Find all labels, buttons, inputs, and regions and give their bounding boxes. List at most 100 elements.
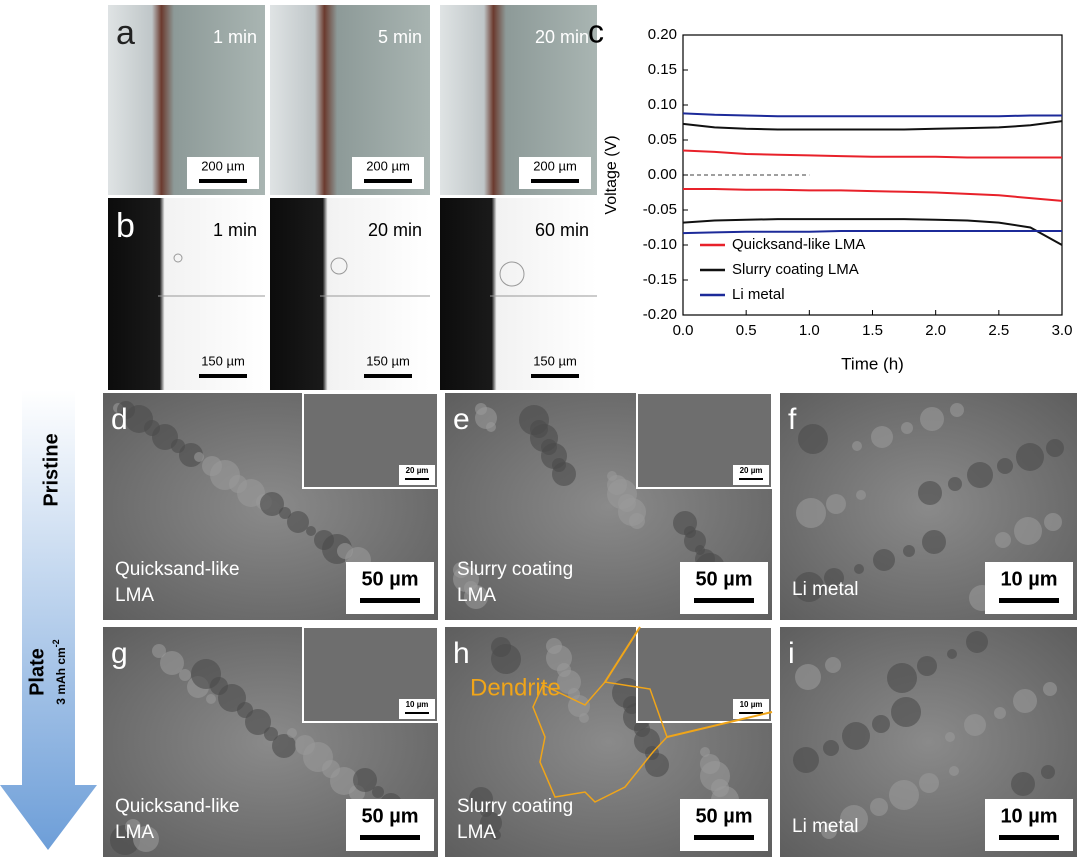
grain (842, 722, 870, 750)
grain (117, 401, 135, 419)
grain (272, 734, 296, 758)
scale-bar (199, 179, 247, 183)
scale-bar (999, 835, 1059, 840)
scale-label: 50 µm (695, 568, 752, 590)
grain (856, 490, 866, 500)
grain (546, 638, 562, 654)
grain (287, 511, 309, 533)
callout (666, 711, 773, 738)
panel-label: b (116, 207, 135, 245)
time-label: 1 min (213, 27, 257, 47)
time-label: 60 min (535, 220, 589, 240)
grain (964, 714, 986, 736)
grain (995, 532, 1011, 548)
caption: Quicksand-like (115, 796, 240, 817)
scale-label: 200 µm (201, 158, 245, 173)
dendrite-outline (532, 681, 668, 803)
y-tick-label: 0.20 (648, 26, 677, 43)
grain (125, 819, 141, 835)
caption: LMA (115, 822, 154, 843)
side-unit-sup: -2 (51, 639, 61, 647)
grain (194, 452, 204, 462)
caption: Li metal (792, 579, 859, 600)
grain (918, 481, 942, 505)
panel-label: e (453, 403, 470, 436)
grain (901, 422, 913, 434)
grain (1016, 443, 1044, 471)
grain (825, 657, 841, 673)
scale-bar (694, 598, 754, 603)
scale-box (346, 799, 434, 851)
scale-bar (531, 374, 579, 378)
grain (306, 526, 316, 536)
panel-label: h (453, 637, 470, 670)
y-tick-label: -0.15 (643, 271, 677, 288)
x-tick-label: 1.0 (799, 322, 820, 339)
grain (568, 695, 590, 717)
caption: LMA (457, 585, 496, 606)
legend-label: Li metal (732, 286, 785, 303)
grain (889, 780, 919, 810)
grain (873, 549, 895, 571)
side-unit: 3 mAh cm-2 (51, 639, 68, 704)
time-label: 20 min (535, 27, 589, 47)
grain (519, 405, 549, 435)
series-line (682, 218, 1063, 246)
x-tick-label: 1.5 (862, 322, 883, 339)
grain (700, 747, 710, 757)
scale-bar (694, 835, 754, 840)
scale-bar (360, 835, 420, 840)
grain (997, 458, 1013, 474)
grain (260, 492, 284, 516)
scale-bar (364, 374, 412, 378)
grain (922, 530, 946, 554)
legend-label: Slurry coating LMA (732, 261, 859, 278)
grain (870, 798, 888, 816)
caption: LMA (457, 822, 496, 843)
series-line (682, 149, 1062, 159)
x-tick-label: 3.0 (1052, 322, 1073, 339)
grain (967, 462, 993, 488)
grain (950, 403, 964, 417)
grain (673, 511, 697, 535)
grain (469, 787, 493, 811)
panel-label: i (788, 637, 795, 670)
grain (919, 773, 939, 793)
scale-box (187, 157, 259, 189)
micrograph (108, 198, 265, 390)
grain (133, 826, 159, 852)
caption: LMA (115, 585, 154, 606)
grain (796, 498, 826, 528)
scale-box (346, 562, 434, 614)
scale-bar (999, 598, 1059, 603)
y-axis-title: Voltage (V) (603, 135, 620, 214)
scale-label: 150 µm (533, 353, 577, 368)
grain (152, 644, 166, 658)
grain (1044, 513, 1062, 531)
x-tick-label: 0.0 (673, 322, 694, 339)
grain (793, 747, 819, 773)
inset-scale-bar (739, 478, 763, 480)
panel-label: g (111, 637, 128, 670)
grain (1046, 439, 1064, 457)
grain (854, 564, 864, 574)
scale-box (985, 562, 1073, 614)
caption: Li metal (792, 816, 859, 837)
grain (947, 649, 957, 659)
grain (314, 530, 334, 550)
y-tick-label: -0.20 (643, 306, 677, 323)
grain (948, 477, 962, 491)
y-tick-label: 0.10 (648, 96, 677, 113)
series-line (682, 120, 1063, 131)
inset-scale-label: 10 µm (406, 700, 429, 709)
scale-label: 200 µm (366, 158, 410, 173)
time-label: 5 min (378, 27, 422, 47)
grain (945, 732, 955, 742)
grain (852, 441, 862, 451)
scale-bar (531, 179, 579, 183)
scale-box (680, 799, 768, 851)
series-line (682, 112, 1062, 118)
x-tick-label: 2.5 (988, 322, 1009, 339)
